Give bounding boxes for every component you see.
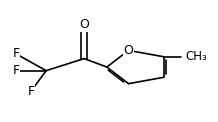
Text: O: O bbox=[79, 18, 89, 31]
Text: F: F bbox=[12, 64, 19, 77]
Text: CH₃: CH₃ bbox=[185, 50, 207, 63]
Text: F: F bbox=[12, 47, 19, 60]
Text: F: F bbox=[27, 85, 35, 98]
Text: O: O bbox=[124, 44, 133, 57]
